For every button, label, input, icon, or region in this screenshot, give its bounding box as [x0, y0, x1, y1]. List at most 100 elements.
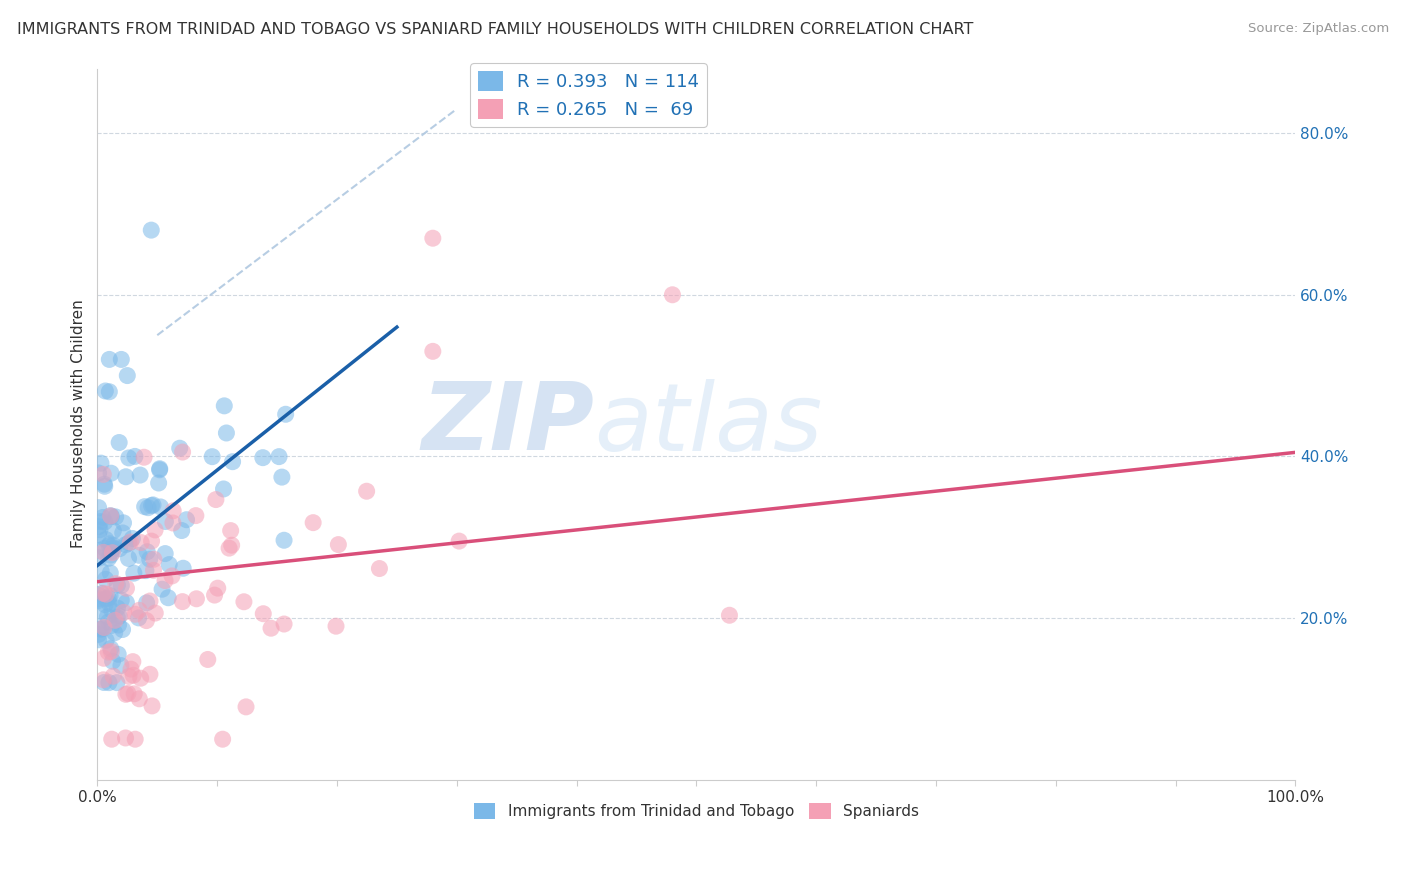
Point [449, 534, 471, 549]
Point [110, 658, 132, 673]
Point [142, 563, 165, 577]
Point [215, 425, 238, 440]
Point [97, 551, 120, 566]
Point [89, 523, 111, 537]
Point [325, 619, 347, 633]
Point [204, 588, 226, 602]
Point [93, 675, 115, 690]
Point [93, 479, 115, 493]
Point [93, 541, 115, 556]
Point [104, 613, 127, 627]
Point [90, 564, 112, 578]
Point [94, 587, 117, 601]
Point [117, 551, 139, 566]
Point [142, 552, 165, 566]
Point [97, 615, 120, 629]
Point [100, 732, 122, 747]
Point [117, 368, 139, 383]
Point [98, 566, 121, 580]
Point [120, 662, 142, 676]
Point [98, 537, 121, 551]
Point [87, 543, 110, 558]
Point [115, 596, 138, 610]
Point [101, 604, 124, 618]
Point [108, 609, 131, 624]
Point [328, 538, 350, 552]
Point [103, 524, 125, 538]
Point [135, 596, 157, 610]
Point [150, 582, 173, 597]
Point [142, 498, 165, 512]
Point [118, 450, 141, 465]
Point [232, 595, 254, 609]
Point [172, 594, 194, 608]
Point [138, 552, 160, 566]
Point [100, 508, 122, 523]
Legend: Immigrants from Trinidad and Tobago, Spaniards: Immigrants from Trinidad and Tobago, Spa… [468, 797, 925, 825]
Point [101, 546, 124, 560]
Point [100, 544, 122, 558]
Point [94, 384, 117, 398]
Point [98, 384, 121, 399]
Point [176, 513, 198, 527]
Point [114, 538, 136, 552]
Point [98, 589, 121, 603]
Point [105, 610, 128, 624]
Point [87, 588, 110, 602]
Point [235, 699, 257, 714]
Point [219, 524, 242, 538]
Point [128, 691, 150, 706]
Point [143, 523, 166, 537]
Point [148, 475, 170, 490]
Text: Source: ZipAtlas.com: Source: ZipAtlas.com [1249, 22, 1389, 36]
Point [212, 482, 235, 496]
Point [90, 515, 112, 529]
Point [91, 510, 114, 524]
Point [94, 515, 117, 529]
Point [172, 445, 194, 459]
Point [93, 586, 115, 600]
Point [114, 731, 136, 745]
Point [172, 561, 194, 575]
Point [93, 673, 115, 687]
Text: ZIP: ZIP [422, 378, 595, 470]
Point [90, 456, 112, 470]
Point [98, 596, 121, 610]
Point [218, 541, 240, 555]
Point [211, 732, 233, 747]
Point [153, 574, 176, 588]
Point [149, 461, 172, 475]
Point [368, 561, 391, 575]
Point [100, 548, 122, 562]
Point [260, 621, 283, 635]
Point [118, 536, 141, 550]
Point [139, 667, 162, 681]
Point [121, 532, 143, 546]
Point [94, 533, 117, 547]
Point [107, 618, 129, 632]
Point [143, 606, 166, 620]
Point [103, 539, 125, 553]
Point [135, 564, 157, 578]
Point [100, 618, 122, 632]
Point [128, 611, 150, 625]
Point [110, 578, 132, 592]
Point [104, 510, 127, 524]
Point [105, 675, 128, 690]
Point [221, 538, 243, 552]
Point [197, 652, 219, 666]
Point [100, 467, 122, 481]
Y-axis label: Family Households with Children: Family Households with Children [72, 300, 86, 549]
Point [221, 455, 243, 469]
Point [110, 593, 132, 607]
Point [107, 578, 129, 592]
Point [87, 622, 110, 636]
Point [97, 675, 120, 690]
Point [124, 450, 146, 464]
Point [214, 399, 236, 413]
Point [103, 541, 125, 555]
Point [170, 524, 193, 538]
Point [422, 231, 444, 245]
Point [124, 732, 146, 747]
Point [115, 581, 138, 595]
